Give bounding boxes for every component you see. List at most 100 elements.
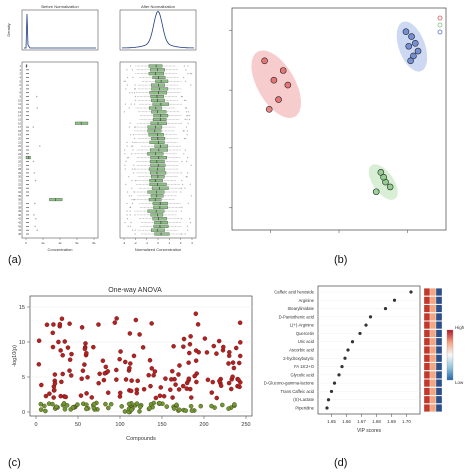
x-tick-label: 250 <box>241 422 250 428</box>
pca-point <box>386 183 394 191</box>
row-label: 43 <box>18 224 21 228</box>
outlier-after <box>129 206 131 208</box>
anova-point <box>82 362 87 367</box>
row-label: 18 <box>18 129 21 133</box>
anova-point <box>173 382 178 387</box>
anova-point <box>205 377 211 383</box>
anova-point <box>119 404 124 409</box>
box-after <box>147 190 165 194</box>
anova-point <box>128 361 133 366</box>
xticks-before: 0 2e 4e 6e 8e <box>25 238 96 245</box>
vip-point <box>326 398 331 402</box>
anova-point <box>42 403 47 409</box>
anova-point <box>194 379 199 385</box>
row-label: 12 <box>18 106 21 110</box>
heat-cell <box>429 329 437 338</box>
anova-point <box>96 322 101 327</box>
row-label: 13 <box>18 110 21 114</box>
row-label: 5 <box>20 79 22 83</box>
anova-point <box>59 379 64 385</box>
legend-marker <box>437 15 443 21</box>
vip-label: Uric acid <box>298 339 315 344</box>
heat-cell <box>423 288 431 296</box>
outlier-after <box>126 69 128 71</box>
heat-cell <box>429 404 437 412</box>
heat-cell <box>423 404 431 412</box>
anova-point <box>103 401 108 407</box>
anova-point <box>193 311 199 316</box>
anova-point <box>82 346 88 352</box>
outlier-before <box>36 107 38 109</box>
anova-point <box>171 344 176 349</box>
heat-cell <box>423 329 431 338</box>
anova-point <box>188 334 193 339</box>
outlier-after <box>184 187 186 189</box>
title-after: After Normalization <box>141 4 175 9</box>
anova-point <box>226 406 231 411</box>
anova-ylabel: -log10(p) <box>12 345 18 367</box>
outlier-after <box>132 229 134 231</box>
row-label: 1 <box>20 64 22 68</box>
anova-point <box>186 376 192 381</box>
anova-point <box>209 403 214 409</box>
row-label: 10 <box>18 98 21 102</box>
outlier-after <box>134 126 136 128</box>
outlier-after <box>185 126 188 128</box>
outlier-after <box>128 176 130 178</box>
box-after <box>148 167 165 171</box>
outlier-after <box>125 160 127 163</box>
outlier-after <box>132 141 134 143</box>
anova-point <box>195 322 201 327</box>
outlier-after <box>123 80 125 82</box>
outlier-after <box>189 183 191 185</box>
anova-point <box>217 378 222 384</box>
outlier-after <box>181 179 183 182</box>
outlier-after <box>132 76 134 79</box>
anova-point <box>101 377 107 383</box>
box-after <box>153 205 168 209</box>
heat-cell <box>435 346 443 354</box>
x-tick-label: 0 <box>34 422 37 428</box>
anova-point <box>51 395 56 400</box>
outlier-after <box>183 153 185 155</box>
anova-point <box>43 393 49 399</box>
anova-point <box>38 401 44 407</box>
pca-point <box>372 188 380 196</box>
x-tick-label: 200 <box>199 422 208 428</box>
heat-cell <box>435 337 443 346</box>
anova-point <box>84 350 89 356</box>
outlier-after <box>130 134 132 136</box>
row-label: 44 <box>18 228 21 232</box>
anova-point <box>89 395 95 400</box>
anova-point <box>129 378 134 383</box>
anova-point <box>157 393 163 399</box>
group-ellipse <box>251 50 302 119</box>
outlier-after <box>132 134 135 136</box>
anova-point <box>133 317 139 323</box>
outlier-after <box>185 80 187 82</box>
anova-point <box>50 401 55 407</box>
vip-label: Ascorbic acid <box>289 348 315 353</box>
anova-point <box>64 403 70 408</box>
anova-point <box>60 371 65 377</box>
outlier-after <box>181 95 183 98</box>
outlier-after <box>131 69 133 71</box>
anova-point <box>78 393 84 398</box>
outlier-after <box>186 130 189 132</box>
anova-point <box>153 395 159 401</box>
outlier-after <box>131 153 133 155</box>
anova-point <box>118 349 123 354</box>
anova-point <box>171 406 177 411</box>
row-label: 23 <box>18 148 21 152</box>
outlier-after <box>128 126 130 128</box>
heat-cell <box>429 288 437 296</box>
anova-point <box>127 331 133 336</box>
anova-point <box>231 365 237 371</box>
anova-point <box>56 339 61 345</box>
vip-xlabel: VIP scores <box>357 428 382 434</box>
y-tick-label: 0 <box>22 410 25 416</box>
vip-label: FA 18:2+O <box>294 364 315 369</box>
outlier-after <box>124 221 126 224</box>
heat-cell <box>423 312 431 321</box>
heat-cell <box>429 296 437 305</box>
